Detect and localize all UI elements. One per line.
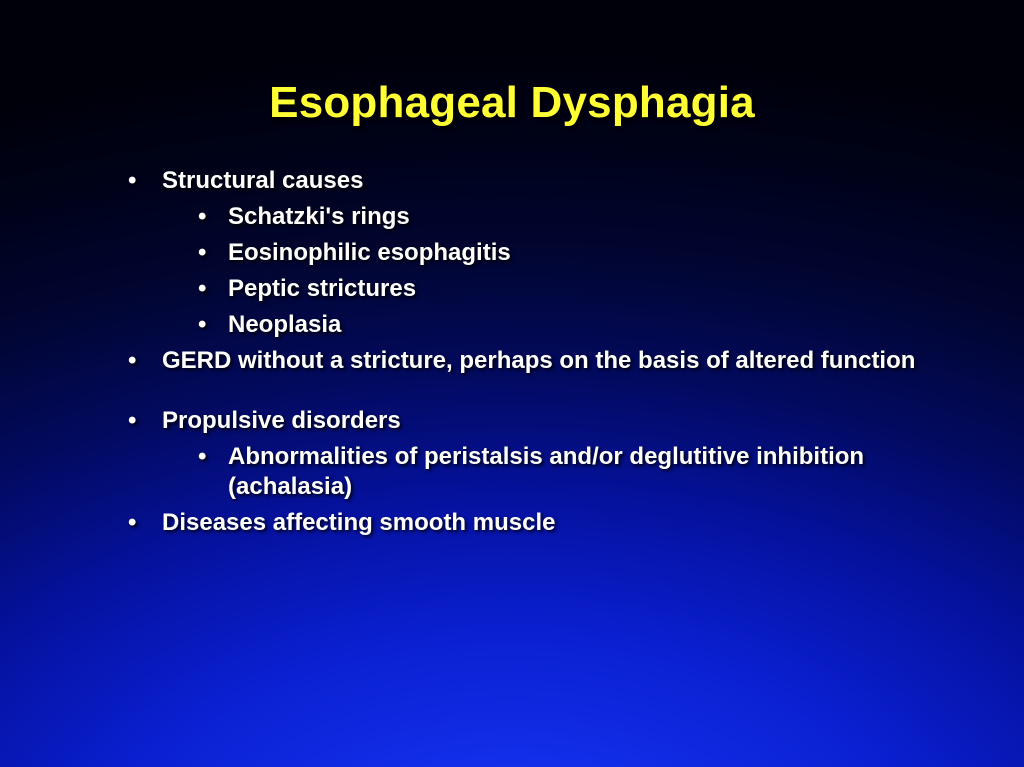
- sub-list-item: Peptic strictures: [198, 274, 934, 304]
- sub-list: Abnormalities of peristalsis and/or degl…: [162, 442, 934, 502]
- sub-list-item: Eosinophilic esophagitis: [198, 238, 934, 268]
- list-item: Propulsive disorders Abnormalities of pe…: [128, 406, 934, 502]
- list-item: GERD without a stricture, perhaps on the…: [128, 346, 934, 376]
- list-item-text: GERD without a stricture, perhaps on the…: [162, 347, 915, 374]
- sub-list-item: Schatzki's rings: [198, 202, 934, 232]
- list-item: Diseases affecting smooth muscle: [128, 508, 934, 538]
- slide-content: Structural causes Schatzki's rings Eosin…: [0, 166, 1024, 538]
- sub-list: Schatzki's rings Eosinophilic esophagiti…: [162, 202, 934, 340]
- list-item-text: Diseases affecting smooth muscle: [162, 509, 555, 536]
- list-item-text: Propulsive disorders: [162, 407, 401, 434]
- slide-title: Esophageal Dysphagia: [0, 78, 1024, 128]
- sub-list-item: Abnormalities of peristalsis and/or degl…: [198, 442, 934, 502]
- list-item: Structural causes Schatzki's rings Eosin…: [128, 166, 934, 340]
- slide: Esophageal Dysphagia Structural causes S…: [0, 0, 1024, 767]
- sub-list-item: Neoplasia: [198, 310, 934, 340]
- bullet-list: Structural causes Schatzki's rings Eosin…: [128, 166, 934, 538]
- list-item-text: Structural causes: [162, 167, 363, 194]
